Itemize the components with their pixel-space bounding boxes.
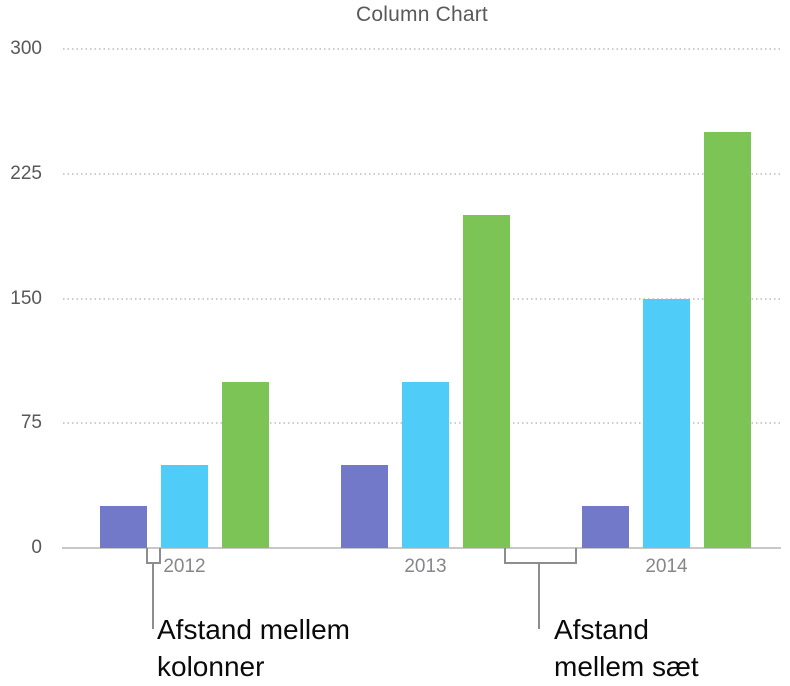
set-gap-annotation-line2: mellem sæt [554,651,699,682]
y-axis-tick-label: 75 [20,412,42,434]
x-axis-line [62,547,781,549]
x-axis-category-label: 2012 [163,556,206,577]
bar-series-3-green-2013 [463,215,510,548]
x-axis-category-label: 2014 [645,556,688,577]
y-axis-tick-label: 300 [10,38,42,59]
set-gap-annotation: Afstand mellem sæt [554,611,699,685]
column-gap-callout-line [152,562,154,629]
y-axis-tick-label: 0 [31,537,42,558]
column-gap-annotation-line2: kolonner [157,651,265,682]
y-axis-tick-label: 150 [10,287,42,309]
bar-series-1-purple-2013 [341,464,388,548]
bar-series-3-green-2014 [704,132,751,548]
set-gap-annotation-line1: Afstand [554,614,649,645]
y-axis-tick-label: 225 [10,162,42,184]
bar-series-3-green-2012 [222,381,269,548]
set-gap-callout-line [538,562,540,629]
gridline-225 [63,172,781,175]
bar-series-2-blue-2013 [402,381,449,548]
x-axis-category-label: 2013 [404,556,447,577]
bar-series-2-blue-2012 [161,464,208,548]
gridline-150 [63,297,781,300]
chart-title: Column Chart [356,3,488,26]
column-gap-annotation-line1: Afstand mellem [157,614,350,645]
bar-series-1-purple-2012 [100,506,147,548]
bar-series-2-blue-2014 [643,298,690,548]
gridline-300 [63,48,781,50]
column-gap-annotation: Afstand mellem kolonner [157,611,350,685]
bar-series-1-purple-2014 [582,506,629,548]
set-gap-bracket [504,548,577,564]
